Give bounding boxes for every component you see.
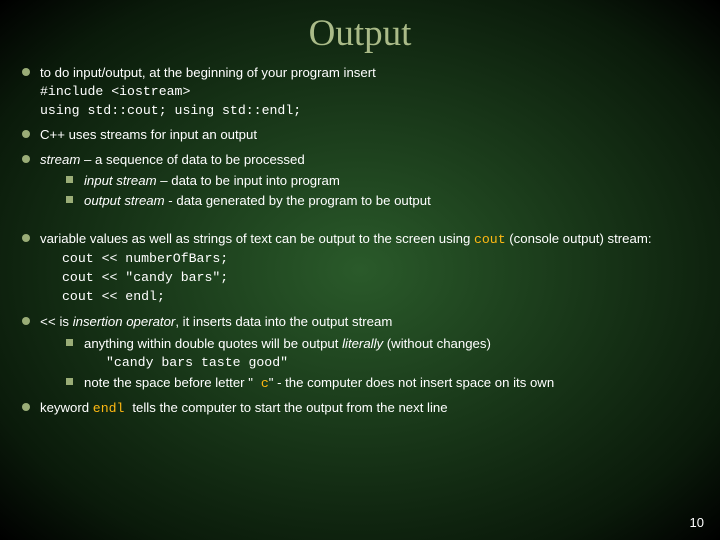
bullet-item: variable values as well as strings of te… [18, 229, 702, 307]
text-run: endl [93, 401, 133, 416]
bullet-item: << is insertion operator, it inserts dat… [18, 312, 702, 394]
sub-list: anything within double quotes will be ou… [62, 334, 702, 393]
sub-bullet-item: note the space before letter " c" - the … [62, 373, 702, 393]
text-run: C++ uses streams for input an output [40, 127, 257, 142]
text-run: variable values as well as strings of te… [40, 231, 474, 246]
sub-bullet-item: output stream - data generated by the pr… [62, 191, 702, 210]
text-run: tells the computer to start the output f… [132, 400, 447, 415]
bullet-item: stream – a sequence of data to be proces… [18, 150, 702, 210]
text-run: " - the computer does not insert space o… [269, 375, 554, 390]
text-run: (without changes) [383, 336, 491, 351]
text-run: , it inserts data into the output stream [175, 314, 392, 329]
text-run: – data to be input into program [157, 173, 340, 188]
text-run: to do input/output, at the beginning of … [40, 65, 376, 80]
code-line: using std::cout; using std::endl; [40, 101, 702, 120]
sub-list: input stream – data to be input into pro… [62, 171, 702, 210]
bullet-item: C++ uses streams for input an output [18, 125, 702, 144]
text-run: is [56, 314, 73, 329]
code-line: cout << "candy bars"; [40, 268, 702, 287]
text-run: anything within double quotes will be ou… [84, 336, 342, 351]
text-run: - data generated by the program to be ou… [165, 193, 431, 208]
text-run: insertion operator [73, 314, 176, 329]
gap [18, 215, 702, 229]
code-line: "candy bars taste good" [84, 353, 702, 372]
text-run: c [253, 376, 269, 391]
text-run: note the space before letter " [84, 375, 253, 390]
text-run: cout [474, 232, 506, 247]
code-line: cout << endl; [40, 287, 702, 306]
sub-bullet-item: input stream – data to be input into pro… [62, 171, 702, 190]
text-run: (console output) stream: [506, 231, 652, 246]
slide-content: to do input/output, at the beginning of … [0, 63, 720, 418]
sub-bullet-item: anything within double quotes will be ou… [62, 334, 702, 372]
page-number: 10 [690, 515, 704, 530]
text-run: – a sequence of data to be processed [80, 152, 304, 167]
bullet-item: keyword endl tells the computer to start… [18, 398, 702, 418]
code-line: #include <iostream> [40, 82, 702, 101]
code-line: cout << numberOfBars; [40, 249, 702, 268]
bullet-list: to do input/output, at the beginning of … [18, 63, 702, 418]
text-run: stream [40, 152, 80, 167]
slide: Output to do input/output, at the beginn… [0, 0, 720, 540]
slide-title: Output [0, 0, 720, 63]
text-run: << [40, 315, 56, 330]
text-run: input stream [84, 173, 157, 188]
text-run: keyword [40, 400, 93, 415]
text-run: literally [342, 336, 383, 351]
bullet-item: to do input/output, at the beginning of … [18, 63, 702, 120]
text-run: output stream [84, 193, 165, 208]
